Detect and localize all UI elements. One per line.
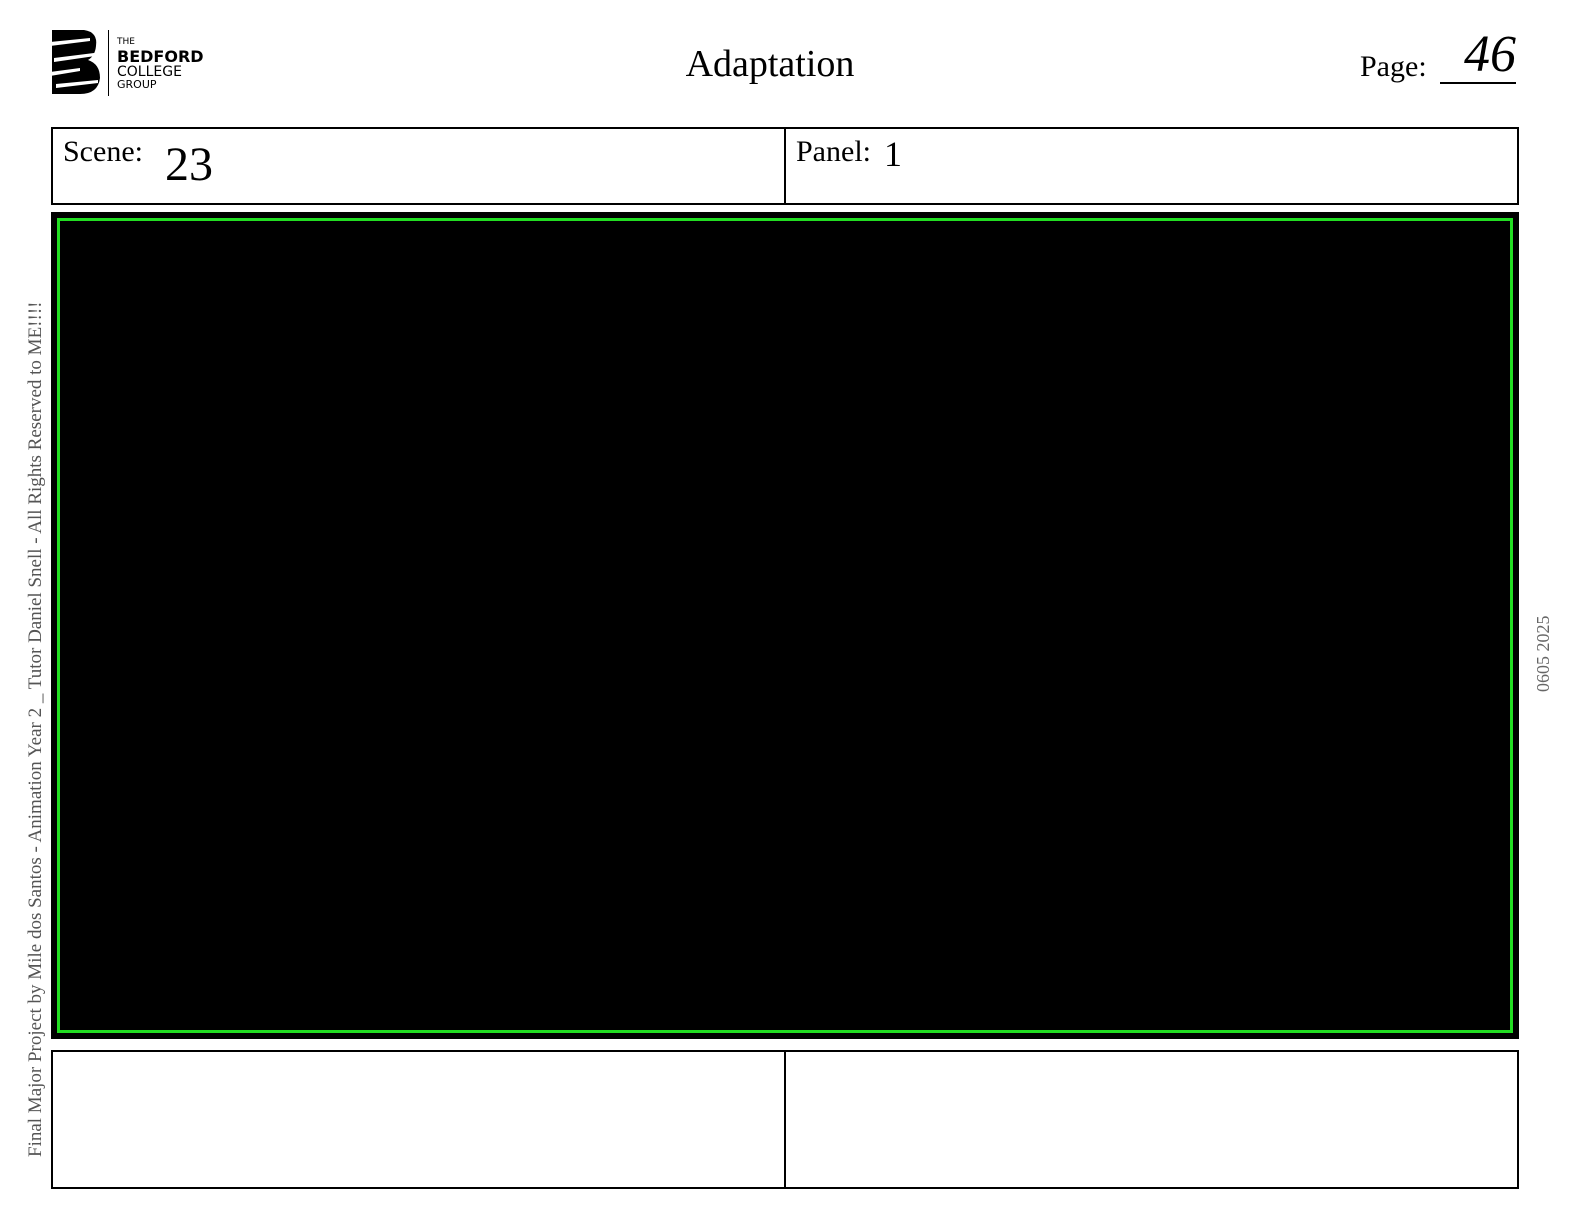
- notes-right-cell: [784, 1052, 1517, 1187]
- page-label: Page:: [1360, 50, 1427, 83]
- panel-value: 1: [884, 134, 902, 174]
- page-title: Adaptation: [685, 43, 855, 85]
- logo-text: THE BEDFORD COLLEGE GROUP: [117, 37, 204, 91]
- notes-area: [51, 1050, 1519, 1189]
- page-number: 46: [1440, 28, 1516, 84]
- logo-college: COLLEGE: [117, 64, 182, 80]
- logo-the: THE: [117, 37, 135, 47]
- logo-divider: [108, 30, 109, 96]
- copyright-side-text: Final Major Project by Mile dos Santos -…: [25, 301, 46, 1157]
- notes-left-cell: [53, 1052, 784, 1187]
- storyboard-frame: [51, 212, 1519, 1039]
- panel-cell: Panel: 1: [784, 129, 1517, 203]
- bedford-b-logo-icon: [50, 30, 102, 94]
- scene-label: Scene:: [63, 135, 143, 168]
- safe-area-border: [57, 218, 1513, 1033]
- college-logo: THE BEDFORD COLLEGE GROUP: [50, 28, 210, 100]
- scene-cell: Scene: 23: [53, 129, 784, 203]
- logo-bedford: BEDFORD: [117, 47, 204, 66]
- logo-group: GROUP: [117, 78, 157, 91]
- date-side-text: 0605 2025: [1533, 615, 1553, 693]
- scene-value: 23: [165, 138, 213, 191]
- panel-label: Panel:: [796, 135, 871, 168]
- scene-panel-info: Scene: 23 Panel: 1: [51, 127, 1519, 205]
